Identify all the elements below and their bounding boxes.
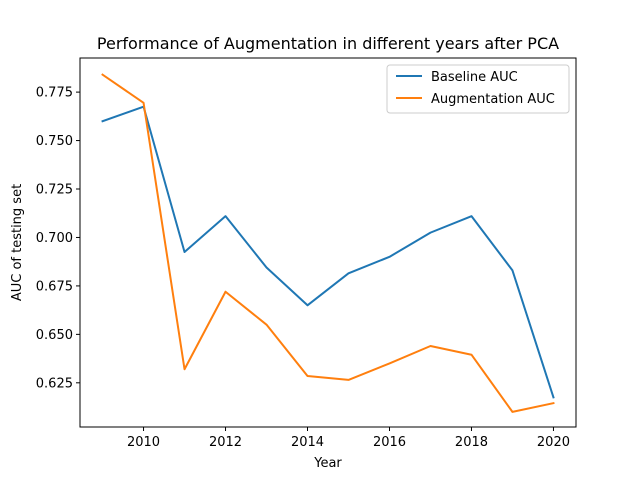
series-line-baseline-auc bbox=[101, 105, 555, 399]
series-group bbox=[101, 73, 555, 413]
x-tick-label: 2014 bbox=[291, 435, 324, 450]
y-tick-label: 0.750 bbox=[36, 134, 73, 149]
y-tick-label: 0.700 bbox=[36, 231, 73, 246]
x-tick-label: 2016 bbox=[373, 435, 406, 450]
series-line-augmentation-auc bbox=[101, 73, 555, 413]
x-axis-label: Year bbox=[313, 456, 342, 471]
y-axis-ticks: 0.625 0.650 0.675 0.700 0.725 0.750 0.775 bbox=[36, 86, 80, 391]
x-tick-label: 2018 bbox=[455, 435, 488, 450]
legend-box bbox=[386, 64, 570, 114]
y-tick-label: 0.775 bbox=[36, 86, 73, 101]
y-tick-label: 0.675 bbox=[36, 279, 73, 294]
x-tick-label: 2020 bbox=[537, 435, 570, 450]
plot-frame bbox=[79, 57, 577, 428]
y-tick-label: 0.725 bbox=[36, 183, 73, 198]
chart-title: Performance of Augmentation in different… bbox=[97, 34, 559, 53]
x-axis-ticks: 2010 2012 2014 2016 2018 2020 bbox=[127, 427, 570, 450]
y-axis-label: AUC of testing set bbox=[10, 184, 25, 301]
legend-label-baseline: Baseline AUC bbox=[431, 70, 518, 85]
x-tick-label: 2012 bbox=[209, 435, 242, 450]
y-tick-label: 0.625 bbox=[36, 376, 73, 391]
y-tick-label: 0.650 bbox=[36, 328, 73, 343]
legend: Baseline AUC Augmentation AUC bbox=[386, 64, 570, 114]
x-tick-label: 2010 bbox=[127, 435, 160, 450]
legend-label-augmentation: Augmentation AUC bbox=[431, 92, 555, 107]
